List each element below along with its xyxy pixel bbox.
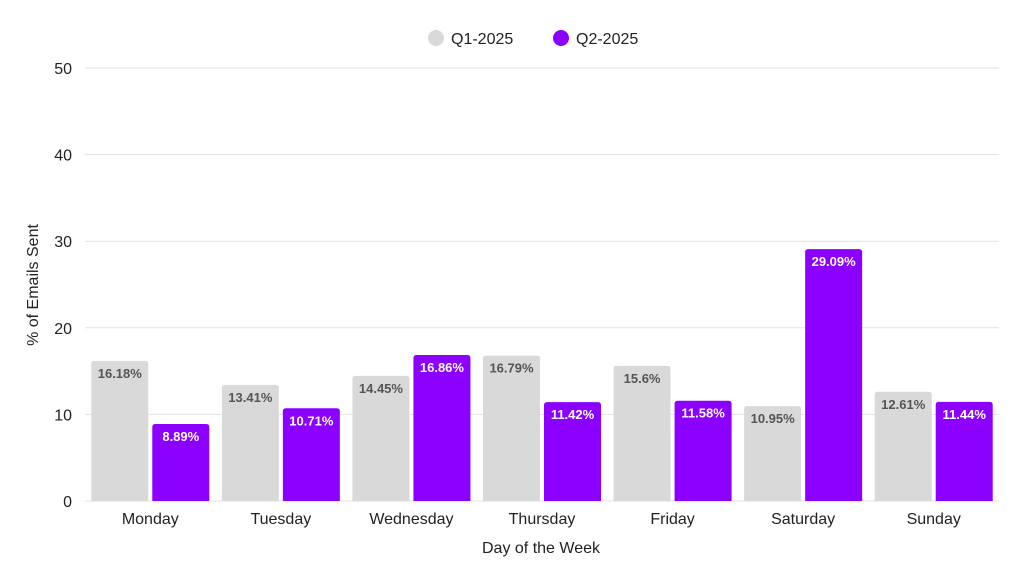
bar-q1-2025-tuesday xyxy=(221,384,279,501)
bar-q1-2025-wednesday xyxy=(352,375,410,501)
legend-swatch xyxy=(428,30,444,46)
bar-q2-2025-tuesday xyxy=(282,408,340,501)
x-tick-label: Tuesday xyxy=(250,511,311,528)
x-axis-ticks: Monday Tuesday Wednesday Thursday Friday Satu… xyxy=(122,511,961,528)
x-tick-label: Sunday xyxy=(907,511,961,528)
x-tick-label: Thursday xyxy=(509,511,576,528)
bar-q2-2025-monday xyxy=(152,424,210,501)
data-label: 29.09% xyxy=(812,254,857,269)
data-label: 16.86% xyxy=(420,360,465,375)
x-tick-label: Friday xyxy=(650,511,694,528)
bars xyxy=(91,249,993,501)
y-tick-label: 0 xyxy=(63,494,72,511)
data-label: 15.6% xyxy=(624,371,661,386)
bar-q2-2025-friday xyxy=(674,400,732,501)
bar-q1-2025-friday xyxy=(613,365,671,501)
y-axis-ticks: 0 10 20 30 40 50 xyxy=(54,61,72,511)
legend-label: Q2-2025 xyxy=(576,31,638,48)
data-label: 14.45% xyxy=(359,381,404,396)
x-axis-title: Day of the Week xyxy=(482,540,601,557)
bar-q2-2025-saturday xyxy=(805,249,863,501)
bar-q2-2025-thursday xyxy=(544,402,601,501)
data-label: 13.41% xyxy=(228,390,273,405)
bar-q2-2025-wednesday xyxy=(413,354,471,501)
data-label: 8.89% xyxy=(162,429,199,444)
y-tick-label: 10 xyxy=(54,407,72,424)
x-tick-label: Saturday xyxy=(771,511,835,528)
bar-q1-2025-saturday xyxy=(744,406,802,501)
bar-q2-2025-sunday xyxy=(935,401,993,501)
data-label: 10.95% xyxy=(751,411,796,426)
data-label: 12.61% xyxy=(881,397,926,412)
x-tick-label: Wednesday xyxy=(369,511,453,528)
data-labels: 16.18% 8.89% 13.41% 10.71% 14.45% 16.86% 16.79… xyxy=(98,254,987,444)
legend-swatch xyxy=(553,30,569,46)
data-label: 16.18% xyxy=(98,366,143,381)
data-label: 11.44% xyxy=(943,407,987,422)
y-tick-label: 30 xyxy=(54,234,72,251)
data-label: 11.58% xyxy=(681,406,725,421)
legend: Q1-2025 Q2-2025 xyxy=(428,30,638,48)
y-axis-title: % of Emails Sent xyxy=(25,224,42,346)
data-label: 11.42% xyxy=(551,407,595,422)
x-tick-label: Monday xyxy=(122,511,179,528)
data-label: 16.79% xyxy=(489,361,534,376)
bar-q1-2025-thursday xyxy=(483,355,540,501)
bar-q1-2025-monday xyxy=(91,360,149,501)
legend-label: Q1-2025 xyxy=(451,31,513,48)
y-tick-label: 40 xyxy=(54,148,72,165)
y-tick-label: 20 xyxy=(54,321,72,338)
y-tick-label: 50 xyxy=(54,61,72,78)
data-label: 10.71% xyxy=(289,413,334,428)
bar-q1-2025-sunday xyxy=(874,391,932,501)
